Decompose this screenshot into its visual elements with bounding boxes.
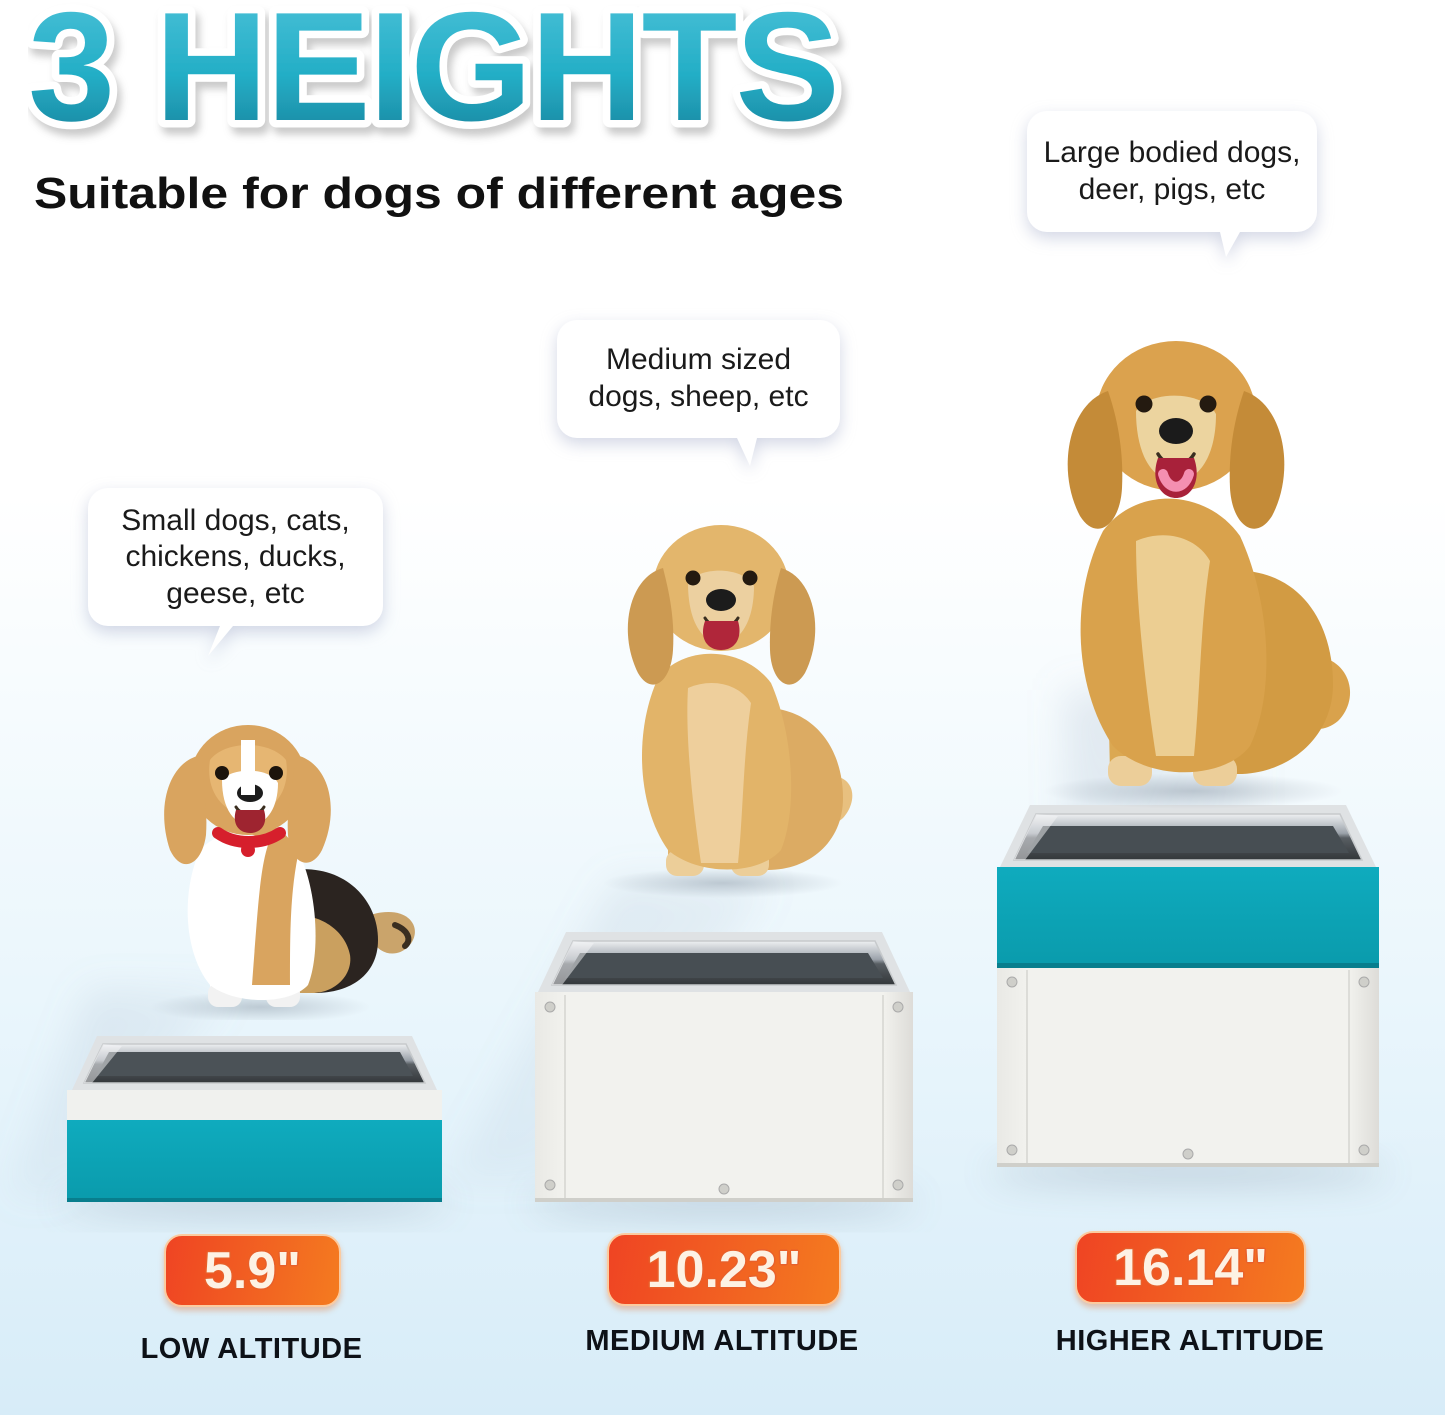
svg-text:Suitable for dogs of different: Suitable for dogs of different ages [34, 169, 844, 218]
svg-text:3 HEIGHTS: 3 HEIGHTS [28, 0, 838, 153]
